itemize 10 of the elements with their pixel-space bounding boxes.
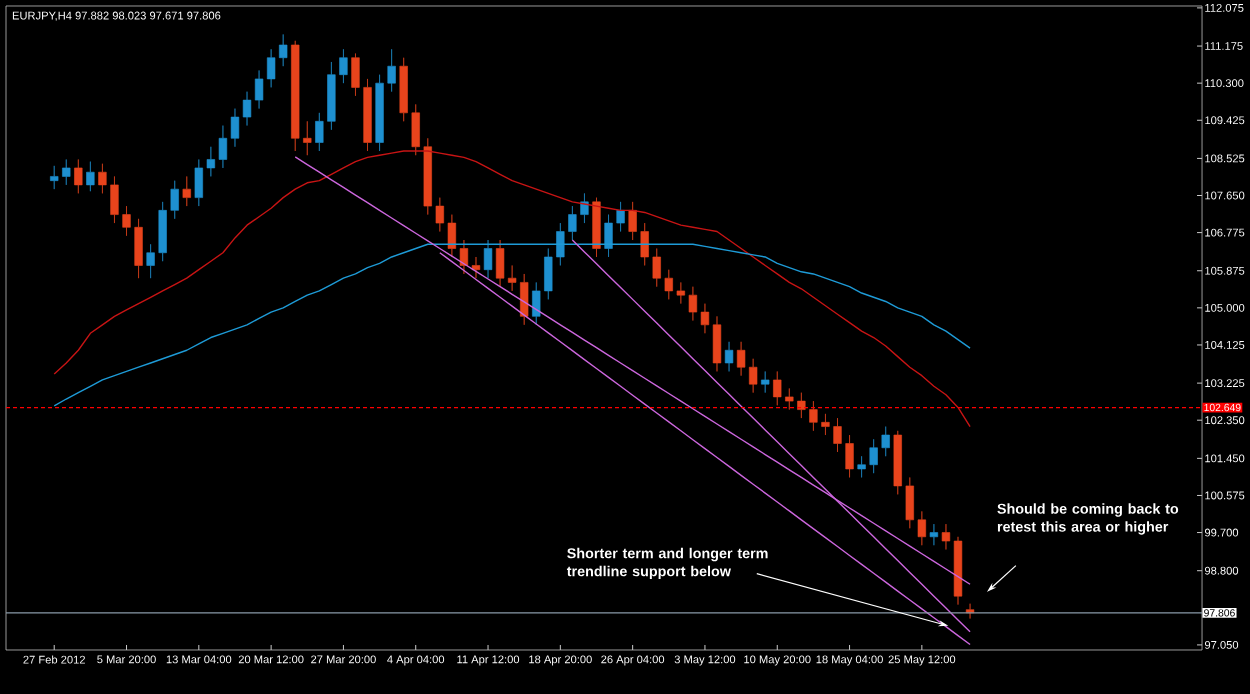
candlestick bbox=[592, 197, 601, 258]
candlestick bbox=[86, 161, 95, 192]
candlestick bbox=[761, 371, 770, 393]
candlestick bbox=[929, 523, 939, 546]
candlestick bbox=[74, 159, 83, 194]
candlestick bbox=[941, 523, 951, 550]
candlestick bbox=[471, 256, 481, 279]
candlestick bbox=[953, 536, 963, 605]
candlestick bbox=[182, 176, 191, 207]
candlestick bbox=[724, 341, 734, 372]
